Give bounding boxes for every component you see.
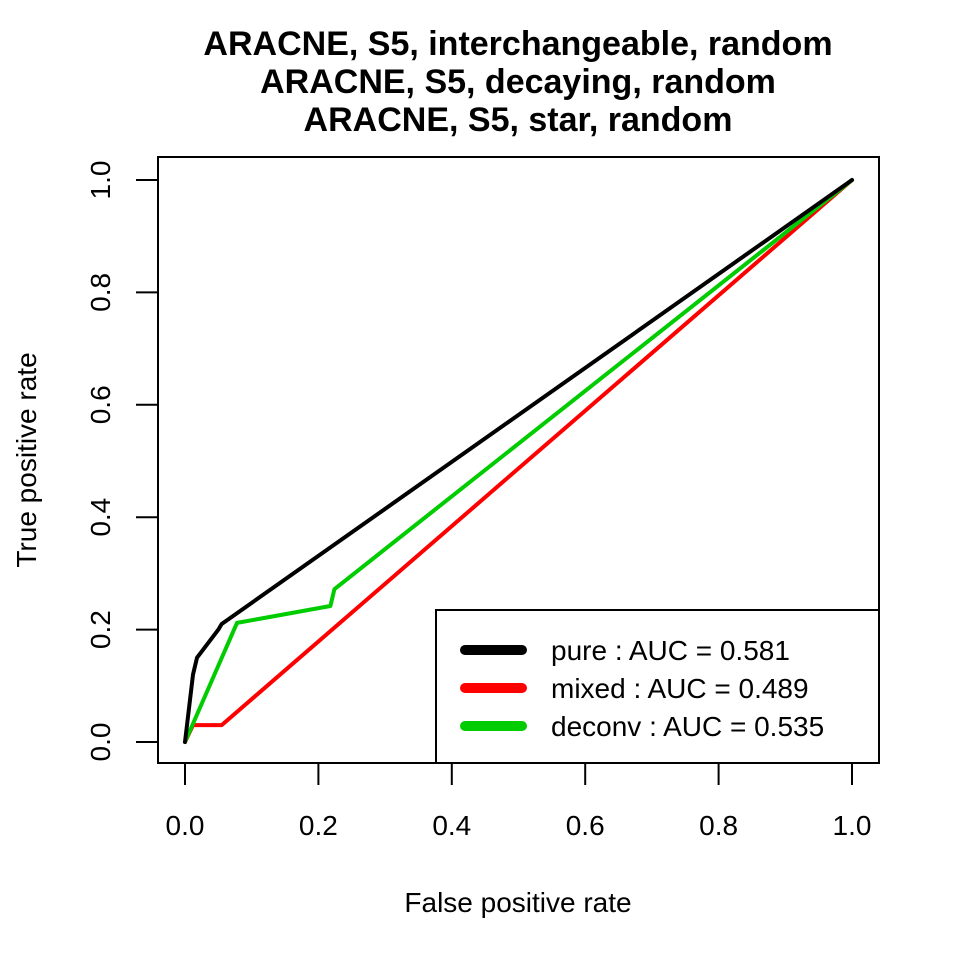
x-tick-label: 0.4 — [432, 810, 471, 841]
series-line-2 — [183, 178, 854, 744]
x-axis-title: False positive rate — [404, 887, 631, 918]
series-line-0 — [183, 178, 854, 744]
x-tick-label: 1.0 — [833, 810, 872, 841]
title-line-2: ARACNE, S5, decaying, random — [260, 63, 776, 101]
x-tick-label: 0.2 — [299, 810, 338, 841]
legend-label: deconv : AUC = 0.535 — [551, 711, 824, 742]
x-tick-label: 0.0 — [166, 810, 205, 841]
x-tick-label: 0.8 — [699, 810, 738, 841]
y-tick-label: 0.0 — [85, 723, 116, 762]
title-line-3: ARACNE, S5, star, random — [304, 101, 733, 139]
y-tick-label: 0.4 — [85, 498, 116, 537]
y-tick-label: 0.8 — [85, 273, 116, 312]
series-layer — [183, 178, 854, 744]
y-tick-label: 0.6 — [85, 385, 116, 424]
legend-label: mixed : AUC = 0.489 — [551, 673, 809, 704]
legend: pure : AUC = 0.581 mixed : AUC = 0.489 dec… — [435, 609, 880, 764]
chart-title: ARACNE, S5, interchangeable, random ARAC… — [203, 25, 832, 139]
title-line-1: ARACNE, S5, interchangeable, random — [203, 25, 832, 63]
y-tick-label: 1.0 — [85, 161, 116, 200]
y-axis-title: True positive rate — [11, 352, 42, 567]
legend-label: pure : AUC = 0.581 — [551, 635, 790, 666]
y-tick-label: 0.2 — [85, 610, 116, 649]
y-axis: 0.0 0.2 0.4 0.6 0.8 1.0 — [85, 161, 159, 762]
x-tick-label: 0.6 — [566, 810, 605, 841]
